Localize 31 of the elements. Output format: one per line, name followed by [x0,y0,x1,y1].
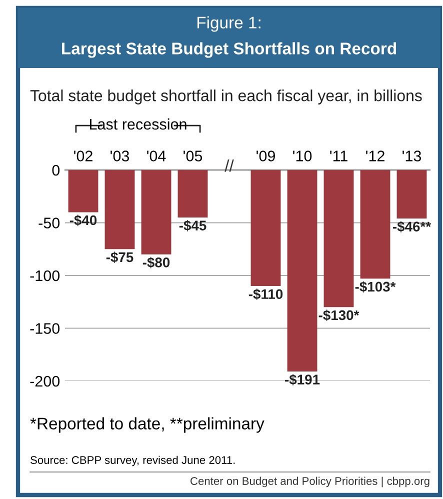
text: Last recession [90,118,186,130]
y-axis-title: Total state budget shortfall in each fiscal year, in billions [30,90,422,104]
y-tick-label: -50 [38,218,60,228]
x-tick-label: '04 [147,150,166,162]
text: Center on Budget and Policy Priorities | cbpp.org [190,476,430,488]
x-tick-label: '03 [110,150,130,162]
x-tick-label: '02 [74,150,92,162]
x-tick-label: '10 [293,150,312,162]
data-label: -$46** [392,221,432,232]
data-label: -$191 [285,374,320,386]
annotation: // [224,159,234,172]
y-tick-label: -100 [30,270,60,282]
chart-subtitle: Largest State Budget Shortfalls on Record [62,42,396,58]
y-tick-label: 0 [52,164,60,176]
data-label: -$45 [179,220,206,232]
y-tick-label: -200 [30,376,60,387]
data-label: -$80 [142,256,170,268]
chart-title: Figure 1: [197,16,260,32]
x-tick-label: '05 [184,150,202,162]
source-note: Source: CBPP survey, revised June 2011. [30,456,235,466]
y-tick-label: -150 [30,323,60,334]
x-tick-label: '12 [366,150,384,162]
x-tick-label: '09 [256,150,275,162]
data-label: -$75 [106,252,134,263]
text: *Reported to date, **preliminary [30,417,264,433]
data-label: -$40 [70,214,97,226]
x-tick-label: '13 [402,150,422,162]
x-tick-label: '11 [330,150,348,162]
data-label: -$110 [248,288,283,300]
data-label: -$130* [318,310,360,322]
data-label: -$103* [355,281,396,293]
